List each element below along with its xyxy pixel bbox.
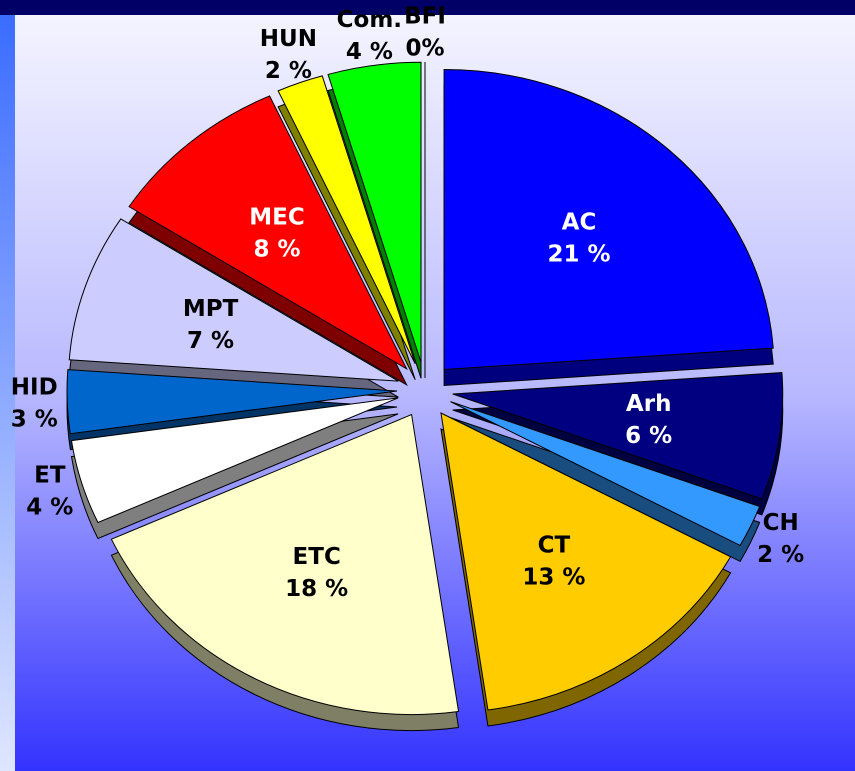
slice-label: ET — [34, 462, 66, 488]
slice-value-label: 13 % — [522, 564, 585, 590]
slice-label: ETC — [293, 544, 341, 570]
side-strip — [0, 15, 15, 771]
slice-value-label: 8 % — [253, 236, 300, 262]
slice-label: CT — [538, 532, 571, 558]
slice — [327, 61, 422, 363]
slice-value-label: 7 % — [187, 328, 234, 354]
slice — [452, 372, 784, 500]
slice-label: Com. — [337, 7, 402, 33]
slice-value-label: 18 % — [285, 576, 348, 602]
slice-label: HID — [11, 374, 58, 400]
slice — [450, 401, 761, 547]
slice-label: AC — [562, 209, 597, 235]
slice-value-label: 0% — [405, 36, 444, 62]
slice — [70, 397, 399, 524]
slice-value-label: 6 % — [625, 423, 672, 449]
slice-side — [70, 413, 399, 540]
slice-side — [450, 417, 761, 563]
slice — [66, 369, 398, 435]
slice-label: MEC — [249, 204, 304, 230]
slice — [110, 413, 460, 716]
slice-label: MPT — [183, 296, 239, 322]
slice-value-label: 21 % — [547, 241, 610, 267]
slice — [277, 75, 416, 364]
slice-value-label: 4 % — [346, 39, 393, 65]
slice — [68, 218, 399, 382]
slice-label: BFI — [404, 4, 446, 30]
slice-label: HUN — [260, 26, 317, 52]
slice-value-label: 2 % — [757, 542, 804, 568]
slice — [443, 69, 774, 371]
slice — [440, 412, 732, 711]
slice — [128, 95, 408, 371]
slice-value-label: 2 % — [265, 58, 312, 84]
slice-value-label: 3 % — [11, 406, 58, 432]
slice-label: Arh — [626, 391, 672, 417]
slice-label: CH — [763, 510, 799, 536]
slice-value-label: 4 % — [26, 494, 73, 520]
